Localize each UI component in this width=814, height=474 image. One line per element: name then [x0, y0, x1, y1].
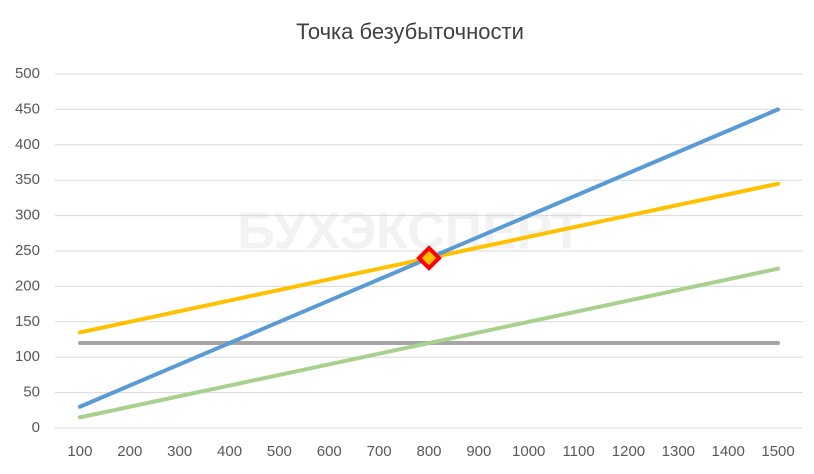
y-tick-label: 450 — [15, 100, 40, 117]
y-tick-label: 500 — [15, 65, 40, 82]
x-tick-label: 500 — [267, 443, 292, 460]
x-tick-label: 1100 — [562, 443, 594, 460]
y-tick-label: 50 — [23, 384, 40, 401]
x-tick-label: 1500 — [761, 443, 794, 460]
x-tick-label: 400 — [217, 443, 242, 460]
y-tick-label: 200 — [15, 277, 40, 294]
x-tick-label: 1400 — [712, 443, 745, 460]
x-tick-label: 1200 — [612, 443, 645, 460]
x-tick-label: 200 — [117, 443, 142, 460]
break-even-marker — [416, 245, 442, 271]
x-tick-label: 100 — [67, 443, 92, 460]
series-line — [77, 266, 781, 420]
y-tick-label: 350 — [15, 171, 40, 188]
x-tick-label: 800 — [416, 443, 441, 460]
y-tick-label: 0 — [32, 419, 40, 436]
y-tick-label: 150 — [15, 313, 40, 330]
x-tick-label: 900 — [466, 443, 491, 460]
chart-title: Точка безубыточности — [296, 19, 524, 44]
y-tick-label: 400 — [15, 136, 40, 153]
watermark: БУХЭКСПЕРТ — [237, 203, 582, 261]
x-tick-label: 600 — [317, 443, 342, 460]
y-tick-label: 300 — [15, 207, 40, 224]
x-tick-label: 1000 — [512, 443, 545, 460]
x-tick-label: 300 — [167, 443, 192, 460]
x-tick-label: 1300 — [662, 443, 695, 460]
y-tick-label: 250 — [15, 242, 40, 259]
x-tick-label: 700 — [367, 443, 392, 460]
y-tick-label: 100 — [15, 348, 40, 365]
